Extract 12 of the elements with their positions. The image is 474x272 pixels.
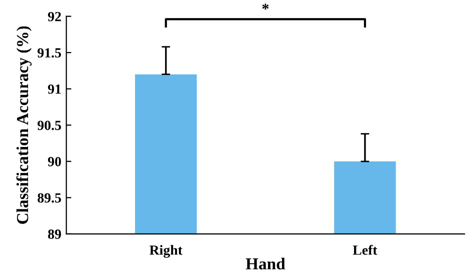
x-axis-title: Hand xyxy=(246,258,286,270)
y-tick-label: 91.5 xyxy=(38,48,61,58)
y-tick-label: 91 xyxy=(48,84,61,94)
y-tick-label: 92 xyxy=(48,12,61,22)
y-tick-label: 90.5 xyxy=(38,120,61,130)
x-tick-label: Right xyxy=(150,245,182,258)
text: * xyxy=(262,4,269,10)
y-tick-label: 90 xyxy=(48,156,61,166)
y-tick-label: 89.5 xyxy=(38,193,61,203)
y-axis-title: Classification Accuracy (%) xyxy=(16,26,32,224)
y-tick-label: 89 xyxy=(48,230,61,239)
x-tick-label: Left xyxy=(352,244,378,255)
